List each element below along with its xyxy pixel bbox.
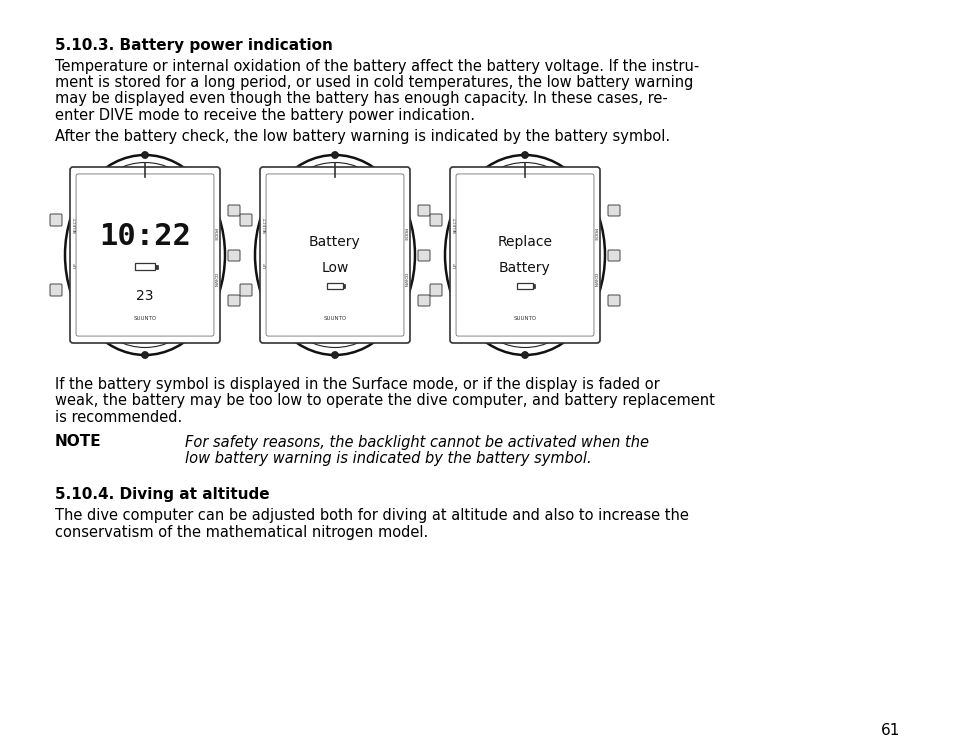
FancyBboxPatch shape bbox=[607, 250, 619, 261]
Circle shape bbox=[521, 151, 528, 159]
Text: DOWN: DOWN bbox=[213, 273, 216, 287]
Text: conservatism of the mathematical nitrogen model.: conservatism of the mathematical nitroge… bbox=[55, 525, 428, 540]
FancyBboxPatch shape bbox=[430, 284, 441, 296]
Text: ment is stored for a long period, or used in cold temperatures, the low battery : ment is stored for a long period, or use… bbox=[55, 75, 693, 90]
Circle shape bbox=[521, 352, 528, 358]
Text: 5.10.3. Battery power indication: 5.10.3. Battery power indication bbox=[55, 38, 333, 53]
Text: 5.10.4. Diving at altitude: 5.10.4. Diving at altitude bbox=[55, 488, 270, 503]
Text: SUUNTO: SUUNTO bbox=[133, 316, 156, 321]
Text: Battery: Battery bbox=[309, 235, 360, 249]
Text: Replace: Replace bbox=[497, 235, 552, 249]
Bar bbox=[327, 283, 343, 289]
FancyBboxPatch shape bbox=[417, 205, 430, 216]
Text: enter DIVE mode to receive the battery power indication.: enter DIVE mode to receive the battery p… bbox=[55, 108, 475, 123]
Text: NOTE: NOTE bbox=[55, 435, 102, 450]
Ellipse shape bbox=[65, 155, 225, 355]
FancyBboxPatch shape bbox=[266, 174, 403, 336]
Text: If the battery symbol is displayed in the Surface mode, or if the display is fad: If the battery symbol is displayed in th… bbox=[55, 377, 659, 392]
Circle shape bbox=[331, 151, 338, 159]
Bar bbox=[533, 284, 535, 288]
Circle shape bbox=[141, 151, 149, 159]
FancyBboxPatch shape bbox=[76, 174, 213, 336]
FancyBboxPatch shape bbox=[430, 214, 441, 226]
Ellipse shape bbox=[444, 155, 604, 355]
Text: 23: 23 bbox=[136, 289, 153, 303]
FancyBboxPatch shape bbox=[417, 250, 430, 261]
Bar bbox=[135, 263, 154, 271]
Text: For safety reasons, the backlight cannot be activated when the: For safety reasons, the backlight cannot… bbox=[185, 435, 648, 450]
Text: DOWN: DOWN bbox=[402, 273, 406, 287]
FancyBboxPatch shape bbox=[456, 174, 594, 336]
Text: SELECT: SELECT bbox=[453, 217, 456, 233]
Text: MODE: MODE bbox=[213, 228, 216, 242]
FancyBboxPatch shape bbox=[70, 167, 220, 343]
FancyBboxPatch shape bbox=[240, 214, 252, 226]
FancyBboxPatch shape bbox=[260, 167, 410, 343]
Text: UP: UP bbox=[263, 262, 267, 268]
Text: SELECT: SELECT bbox=[263, 217, 267, 233]
FancyBboxPatch shape bbox=[50, 214, 62, 226]
Text: UP: UP bbox=[73, 262, 77, 268]
Text: MODE: MODE bbox=[592, 228, 596, 242]
Text: low battery warning is indicated by the battery symbol.: low battery warning is indicated by the … bbox=[185, 451, 591, 466]
Text: Temperature or internal oxidation of the battery affect the battery voltage. If : Temperature or internal oxidation of the… bbox=[55, 58, 699, 73]
Text: weak, the battery may be too low to operate the dive computer, and battery repla: weak, the battery may be too low to oper… bbox=[55, 394, 714, 408]
Bar bbox=[154, 265, 158, 268]
Text: may be displayed even though the battery has enough capacity. In these cases, re: may be displayed even though the battery… bbox=[55, 91, 667, 107]
Bar bbox=[343, 284, 345, 288]
FancyBboxPatch shape bbox=[240, 284, 252, 296]
Text: 10:22: 10:22 bbox=[99, 222, 191, 251]
Circle shape bbox=[141, 352, 149, 358]
FancyBboxPatch shape bbox=[417, 295, 430, 306]
Text: DOWN: DOWN bbox=[592, 273, 596, 287]
FancyBboxPatch shape bbox=[50, 284, 62, 296]
FancyBboxPatch shape bbox=[450, 167, 599, 343]
Text: SUUNTO: SUUNTO bbox=[323, 316, 346, 321]
Text: SUUNTO: SUUNTO bbox=[513, 316, 536, 321]
Bar bbox=[517, 283, 533, 289]
Text: MODE: MODE bbox=[402, 228, 406, 242]
Circle shape bbox=[331, 352, 338, 358]
FancyBboxPatch shape bbox=[228, 295, 240, 306]
FancyBboxPatch shape bbox=[228, 205, 240, 216]
Text: Battery: Battery bbox=[498, 261, 550, 274]
Text: SELECT: SELECT bbox=[73, 217, 77, 233]
FancyBboxPatch shape bbox=[607, 205, 619, 216]
Text: UP: UP bbox=[453, 262, 456, 268]
FancyBboxPatch shape bbox=[607, 295, 619, 306]
Text: Low: Low bbox=[321, 261, 349, 274]
Text: The dive computer can be adjusted both for diving at altitude and also to increa: The dive computer can be adjusted both f… bbox=[55, 508, 688, 523]
Ellipse shape bbox=[254, 155, 415, 355]
Text: 61: 61 bbox=[880, 723, 899, 738]
Text: After the battery check, the low battery warning is indicated by the battery sym: After the battery check, the low battery… bbox=[55, 129, 669, 144]
Text: is recommended.: is recommended. bbox=[55, 410, 182, 425]
FancyBboxPatch shape bbox=[228, 250, 240, 261]
